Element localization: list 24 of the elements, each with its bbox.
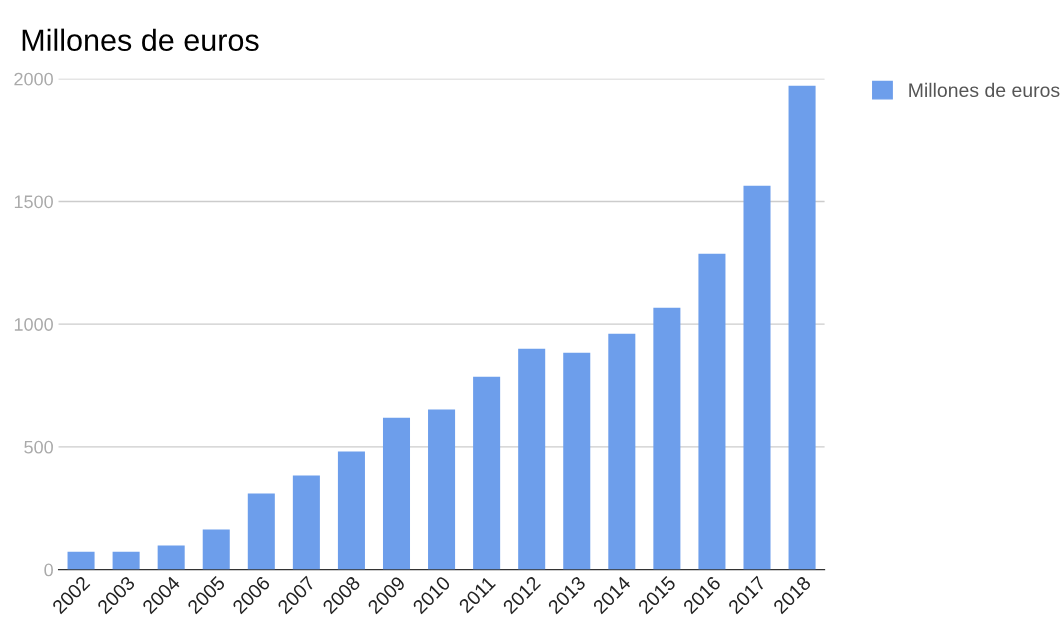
bar <box>292 475 320 570</box>
bar <box>698 253 726 570</box>
legend-label: Millones de euros <box>909 82 1060 98</box>
bar <box>337 451 365 570</box>
y-tick-label: 1500 <box>14 195 53 209</box>
bar <box>518 348 546 570</box>
bar <box>67 551 95 570</box>
bar <box>788 85 816 570</box>
y-tick-label: 2000 <box>14 72 53 86</box>
y-tick-label: 1000 <box>14 318 53 331</box>
bar <box>653 307 681 570</box>
bar <box>202 529 230 570</box>
bar <box>563 352 591 570</box>
bar <box>743 185 771 570</box>
y-tick-label: 500 <box>24 440 53 454</box>
bar <box>382 417 411 570</box>
bar <box>473 376 501 570</box>
bar <box>247 493 275 570</box>
y-tick-label: 0 <box>44 563 53 577</box>
bar <box>428 409 456 570</box>
bar <box>608 333 636 570</box>
bar <box>157 545 185 570</box>
bar <box>112 551 140 570</box>
chart-title: Millones de euros <box>22 28 259 52</box>
